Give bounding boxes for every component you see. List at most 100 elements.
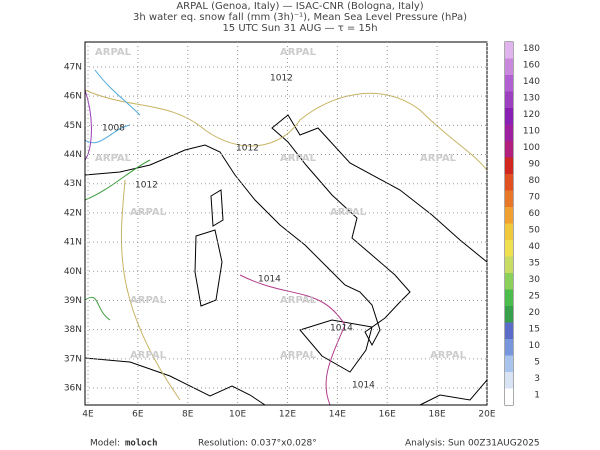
coastline (84, 114, 488, 347)
colorbar-band (505, 157, 513, 174)
lat-tick-label: 47N (64, 63, 82, 73)
colorbar-label: 30 (529, 275, 541, 285)
colorbar-band (505, 273, 513, 290)
colorbar-label: 130 (523, 93, 540, 103)
colorbar-label: 5 (534, 357, 540, 367)
lat-tick-label: 44N (64, 150, 82, 160)
watermark: ARPAL (280, 295, 317, 306)
colorbar-band (505, 223, 513, 240)
watermark: ARPAL (420, 153, 457, 164)
lat-tick-label: 40N (64, 267, 82, 277)
lon-tick-label: 20E (478, 410, 495, 420)
footer-resolution: Resolution: 0.037°x0.028° (198, 439, 317, 449)
coastline (84, 357, 266, 406)
watermark: ARPAL (280, 153, 317, 164)
lon-tick-label: 14E (329, 410, 346, 420)
lon-tick-label: 18E (429, 410, 446, 420)
colorbar-label: 80 (529, 176, 541, 186)
colorbar-label: 20 (529, 308, 541, 318)
lat-tick-label: 46N (64, 92, 82, 102)
map (84, 69, 488, 406)
colorbar-label: 1 (534, 390, 540, 400)
lat-tick-label: 36N (64, 384, 82, 394)
isobar (84, 89, 488, 171)
colorbar-label: 180 (523, 44, 540, 54)
isobar-label: 1012 (270, 74, 293, 84)
colorbar-label: 70 (529, 192, 541, 202)
watermark: ARPAL (430, 350, 467, 361)
lat-tick-label: 37N (64, 354, 82, 364)
colorbar-band (505, 75, 513, 92)
footer-analysis: Analysis: Sun 00Z31AUG2025 (405, 439, 540, 449)
lon-tick-label: 10E (229, 410, 246, 420)
watermark: ARPAL (330, 207, 367, 218)
coastline (299, 319, 373, 373)
lat-tick-label: 45N (64, 121, 82, 131)
colorbar-label: 90 (529, 159, 541, 169)
colorbar-band (505, 372, 513, 389)
colorbar-label: 140 (523, 77, 540, 87)
watermark: ARPAL (130, 295, 167, 306)
colorbar-band (505, 108, 513, 125)
colorbar-band (505, 256, 513, 273)
colorbar-band (505, 207, 513, 224)
isobar (120, 179, 181, 401)
colorbar-label: 35 (529, 258, 540, 268)
colorbar-band (505, 339, 513, 356)
isobar-label: 1014 (258, 275, 281, 285)
isobar-label: 1008 (102, 124, 125, 134)
isobar-label: 1014 (330, 324, 353, 334)
coastline (194, 229, 223, 307)
isobar (84, 69, 141, 144)
colorbar-band (505, 322, 513, 339)
lon-tick-label: 8E (182, 410, 194, 420)
watermark: ARPAL (130, 207, 167, 218)
map-frame (84, 41, 488, 406)
isobar-label: 1014 (352, 381, 375, 391)
isobar (239, 274, 346, 406)
lon-tick-label: 16E (379, 410, 396, 420)
lat-tick-label: 42N (64, 208, 82, 218)
colorbar-band (505, 141, 513, 158)
subtitle: 3h water eq. snow fall (mm (3h)⁻¹), Mean… (133, 12, 467, 23)
title: ARPAL (Genoa, Italy) — ISAC-CNR (Bologna… (176, 1, 423, 12)
colorbar-label: 60 (529, 209, 541, 219)
colorbar-band (505, 190, 513, 207)
colorbar-label: 3 (534, 374, 540, 384)
colorbar-band (505, 306, 513, 323)
colorbar-band (505, 289, 513, 306)
watermark: ARPAL (280, 47, 317, 58)
watermark: ARPAL (95, 47, 132, 58)
colorbar-label: 10 (529, 341, 541, 351)
watermark: ARPAL (95, 153, 132, 164)
colorbar-label: 160 (523, 60, 540, 70)
colorbar-label: 25 (529, 291, 540, 301)
colorbar-label: 50 (529, 225, 541, 235)
subtitle: 15 UTC Sun 31 AUG — τ = 15h (222, 23, 377, 34)
colorbar-band (505, 355, 513, 372)
colorbar-label: 15 (529, 324, 540, 334)
lon-tick-label: 12E (279, 410, 296, 420)
footer-label: Model: (90, 439, 120, 449)
lat-tick-label: 43N (64, 179, 82, 189)
lon-tick-label: 4E (82, 410, 94, 420)
colorbar-band (505, 42, 513, 59)
isobar-label: 1012 (236, 144, 259, 154)
footer-model: moloch (125, 439, 158, 449)
coastline (210, 189, 224, 227)
colorbar-band (505, 91, 513, 108)
watermark: ARPAL (130, 350, 167, 361)
isobar-label: 1012 (135, 181, 158, 191)
lon-tick-label: 6E (132, 410, 144, 420)
colorbar-band (505, 240, 513, 257)
colorbar-band (505, 124, 513, 141)
colorbar-label: 100 (523, 143, 540, 153)
isobar (84, 89, 92, 161)
colorbar-label: 40 (529, 242, 541, 252)
colorbar-band (505, 58, 513, 75)
watermark: ARPAL (280, 350, 317, 361)
lat-tick-label: 41N (64, 238, 82, 248)
colorbar-label: 120 (523, 110, 540, 120)
lat-tick-label: 38N (64, 325, 82, 335)
